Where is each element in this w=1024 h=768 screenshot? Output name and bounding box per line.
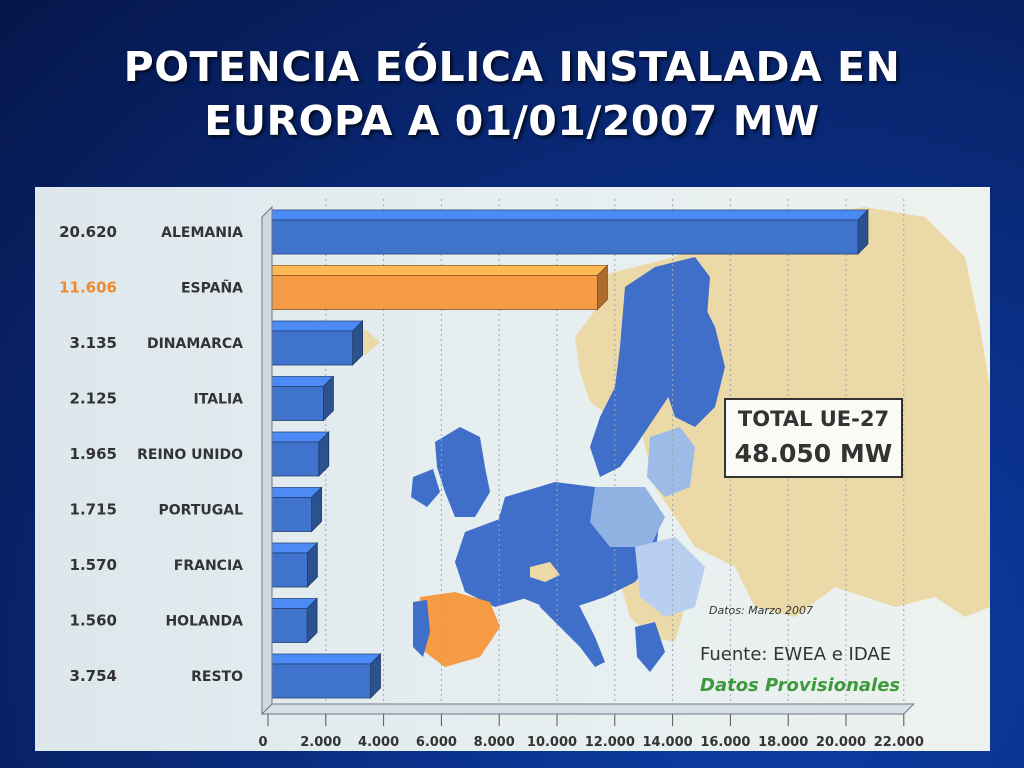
- bar-category-label: RESTO: [191, 669, 243, 685]
- x-tick-label: 4.000: [358, 735, 399, 750]
- bar-front-face: [261, 663, 371, 699]
- slide-title-line-2: EUROPA A 01/01/2007 MW: [204, 97, 820, 145]
- map-eu-spain: [420, 592, 500, 667]
- total-box: TOTAL UE-27 48.050 MW: [724, 398, 903, 478]
- bar-category-label: DINAMARCA: [147, 336, 243, 352]
- x-tick-label: 6.000: [416, 735, 457, 750]
- x-tick-label: 2.000: [300, 735, 341, 750]
- bar-value-label: 1.560: [70, 612, 117, 630]
- x-axis-floor: [260, 703, 916, 715]
- bar-top-face: [261, 265, 609, 276]
- bar-category-label: FRANCIA: [174, 558, 243, 574]
- map-eu-poland: [590, 487, 665, 547]
- y-axis-wall: [261, 205, 273, 716]
- map-eu-finland: [665, 297, 725, 427]
- map-eu-greece: [635, 622, 665, 672]
- x-tick-label: 0: [258, 735, 267, 750]
- bar-category-label: PORTUGAL: [159, 503, 244, 519]
- bar-value-label: 1.570: [70, 556, 117, 574]
- bar-front-face: [261, 330, 354, 366]
- x-tick-label: 22.000: [874, 735, 924, 750]
- bar: [261, 320, 364, 366]
- map-eu-baltics: [647, 427, 695, 497]
- map-eu-france: [455, 517, 545, 607]
- bar-category-label: HOLANDA: [165, 614, 243, 630]
- bar-value-label: 3.135: [70, 334, 117, 352]
- bar-value-label: 2.125: [70, 390, 117, 408]
- x-tick-label: 16.000: [700, 735, 750, 750]
- bar: [261, 209, 869, 255]
- bar-value-label: 1.715: [70, 501, 117, 519]
- bar-front-face: [261, 275, 598, 310]
- bar-front-face: [261, 219, 859, 255]
- x-tick-label: 18.000: [758, 735, 808, 750]
- bar-top-face: [261, 376, 335, 387]
- bar-top-face: [261, 320, 364, 332]
- provisional-note: Datos Provisionales: [700, 675, 901, 696]
- total-value: 48.050 MW: [734, 439, 893, 468]
- bar: [261, 264, 609, 311]
- map-eu-scandinavia: [590, 257, 710, 477]
- bar-category-label: ESPAÑA: [181, 280, 243, 297]
- map-eu-switzerland: [530, 562, 560, 582]
- map-eu-ireland: [411, 469, 440, 507]
- map-eu-east: [635, 537, 705, 617]
- source-note: Fuente: EWEA e IDAE: [700, 644, 892, 665]
- map-eu-portugal: [413, 600, 430, 657]
- bar: [261, 653, 382, 699]
- x-tick-label: 20.000: [816, 735, 866, 750]
- total-label: TOTAL UE-27: [737, 407, 890, 431]
- bar-category-label: REINO UNIDO: [137, 447, 243, 463]
- map-eu-uk: [435, 427, 490, 517]
- map-eu-italy: [535, 582, 605, 667]
- x-tick-label: 8.000: [474, 735, 515, 750]
- bar-value-label: 1.965: [70, 445, 117, 463]
- bar-value-label: 3.754: [70, 667, 117, 685]
- date-note: Datos: Marzo 2007: [709, 604, 813, 617]
- category-labels: 20.620 ALEMANIA 11.606 ESPAÑA 3.135 DINAMARCA…: [59, 223, 243, 685]
- bar-value-label: 11.606: [59, 279, 117, 297]
- chart-panel: 20.620 ALEMANIA 11.606 ESPAÑA 3.135 DINAMARCA…: [35, 187, 990, 751]
- x-axis: 0 2.000 4.000 6.000 8.000 10.000 12.000 14.000 1…: [258, 205, 924, 750]
- bar-chart: 20.620 ALEMANIA 11.606 ESPAÑA 3.135 DINAMARCA…: [59, 199, 990, 750]
- x-tick-label: 10.000: [527, 735, 577, 750]
- x-tick-label: 14.000: [643, 735, 693, 750]
- slide-title-line-1: POTENCIA EÓLICA INSTALADA EN: [123, 43, 901, 91]
- slide-title: POTENCIA EÓLICA INSTALADA EN EUROPA A 01…: [0, 40, 1024, 148]
- bar-category-label: ITALIA: [194, 392, 244, 408]
- x-tick-label: 12.000: [585, 735, 635, 750]
- bar-top-face: [261, 209, 869, 221]
- bar-category-label: ALEMANIA: [161, 225, 243, 241]
- bar-top-face: [261, 653, 382, 665]
- bar-value-label: 20.620: [59, 223, 117, 241]
- bar: [261, 375, 335, 422]
